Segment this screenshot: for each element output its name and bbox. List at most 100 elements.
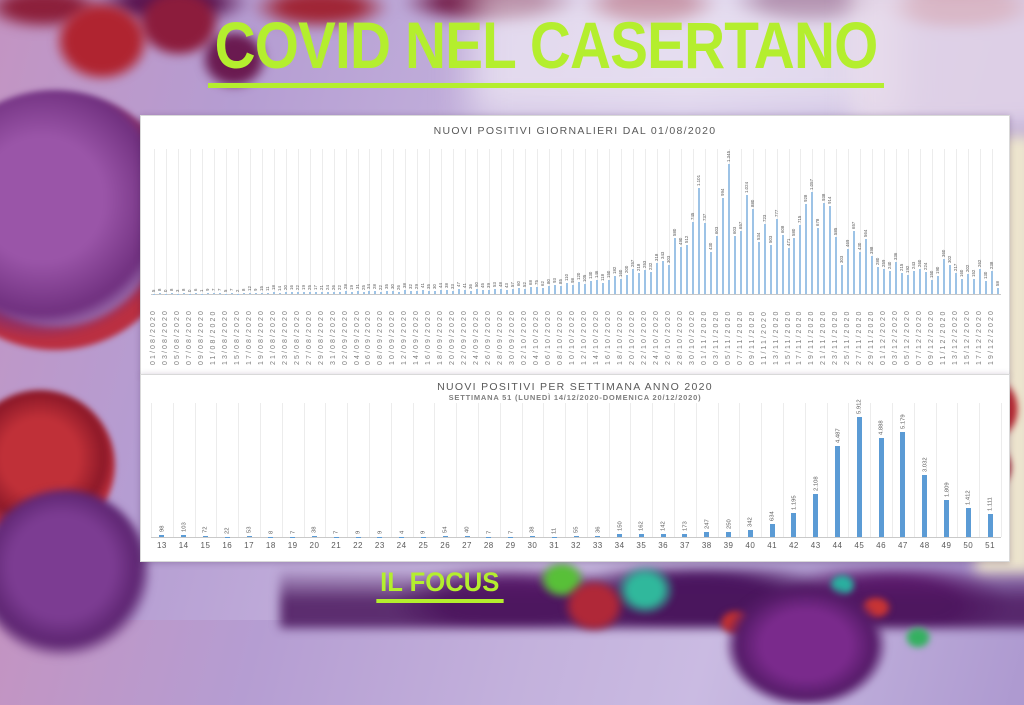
bar-value-label: 262 (977, 259, 982, 266)
bar (279, 293, 281, 294)
bar (614, 276, 616, 294)
bar-value-label: 80 (546, 279, 551, 284)
bar-value-label: 192 (905, 266, 910, 273)
x-tick-label: 16/10/2020 (605, 309, 612, 365)
bar (203, 536, 208, 537)
gridline (609, 403, 610, 537)
bar-value-label: 1.195 (790, 495, 797, 510)
bar-value-label: 35 (384, 284, 389, 289)
bar (608, 280, 610, 295)
bar (901, 273, 903, 294)
gridline (151, 403, 152, 537)
x-tick-label: 11/11/2020 (761, 310, 768, 365)
x-tick-label: 07/12/2020 (916, 309, 923, 365)
bar (966, 508, 971, 537)
x-tick-label: 23/11/2020 (832, 309, 839, 365)
x-tick-label: 30/10/2020 (689, 309, 696, 365)
bar (879, 438, 884, 537)
bar (530, 287, 532, 294)
x-tick-label: 13/08/2020 (222, 309, 229, 365)
bar (805, 204, 807, 294)
x-tick-label: 30 (524, 541, 540, 550)
x-tick-label: 43 (808, 541, 824, 550)
bar (871, 256, 873, 294)
x-tick-label: 48 (917, 541, 933, 550)
bar (410, 291, 412, 294)
bar (991, 271, 993, 294)
bar-value-label: 471 (786, 239, 791, 246)
bar (584, 284, 586, 294)
bar-value-label: 105 (582, 275, 587, 282)
bar (285, 292, 287, 294)
x-tick-label: 50 (960, 541, 976, 550)
x-tick-label: 15/11/2020 (785, 309, 792, 365)
virus-particle-bottom-right (680, 555, 960, 705)
bar-value-label: 47 (456, 283, 461, 288)
bar (249, 293, 251, 294)
bar-value-label: 40 (464, 527, 471, 534)
bar-value-label: 7 (485, 530, 492, 533)
x-tick-label: 19/11/2020 (808, 309, 815, 365)
bar-value-label: 247 (703, 519, 710, 529)
gridline (216, 403, 217, 537)
bar (159, 535, 164, 537)
gridline (325, 403, 326, 537)
bar-value-label: 0 (187, 289, 192, 291)
bar (181, 535, 186, 537)
x-tick-label: 01/11/2020 (701, 309, 708, 365)
bar (542, 288, 544, 294)
bar (900, 432, 905, 537)
bar (404, 290, 406, 294)
bar-value-label: 11 (551, 528, 558, 534)
bar (919, 269, 921, 294)
bar-value-label: 1.101 (696, 175, 701, 186)
gridline (870, 403, 871, 537)
bar-value-label: 19 (349, 285, 354, 290)
bar-value-label: 8 (181, 289, 186, 291)
bar-value-label: 120 (576, 273, 581, 280)
x-tick-label: 22/09/2020 (461, 309, 468, 365)
bar-value-label: 9 (253, 289, 258, 291)
x-tick-label: 29 (503, 541, 519, 550)
bar-value-label: 603 (732, 226, 737, 233)
bar-value-label: 318 (654, 254, 659, 261)
gridline (501, 149, 502, 294)
bar-value-label: 564 (863, 230, 868, 237)
bar-value-label: 24 (325, 285, 330, 290)
x-tick-label: 02/10/2020 (521, 309, 528, 365)
bar-value-label: 3.032 (921, 458, 928, 473)
bar-value-label: 130 (588, 272, 593, 279)
bar (770, 245, 772, 294)
bar-value-label: 3 (175, 289, 180, 291)
bar-value-label: 38 (311, 527, 318, 534)
bar-value-label: 53 (492, 282, 497, 287)
bar (339, 292, 341, 294)
bar-value-label: 58 (995, 281, 1000, 286)
bar (422, 290, 424, 294)
gridline (173, 403, 174, 537)
bar (955, 273, 957, 294)
bar (482, 290, 484, 294)
gridline (513, 149, 514, 294)
gridline (549, 149, 550, 294)
bar (937, 276, 939, 294)
gridline (827, 403, 828, 537)
x-tick-label: 31/08/2020 (330, 309, 337, 365)
bar (428, 291, 430, 294)
bar (841, 265, 843, 294)
bar (183, 293, 185, 294)
bar-value-label: 737 (702, 213, 707, 220)
bar-value-label: 280 (875, 258, 880, 265)
bar-value-label: 55 (573, 526, 580, 533)
gridline (968, 149, 969, 294)
x-tick-label: 35 (633, 541, 649, 550)
bar-value-label: 31 (355, 284, 360, 289)
bar-value-label: 85 (558, 279, 563, 284)
bar-value-label: 1.809 (943, 483, 950, 498)
x-tick-label: 11/12/2020 (940, 309, 947, 365)
gridline (465, 149, 466, 294)
bar (752, 209, 754, 294)
x-tick-label: 14/09/2020 (413, 309, 420, 365)
bar-value-label: 218 (636, 264, 641, 271)
